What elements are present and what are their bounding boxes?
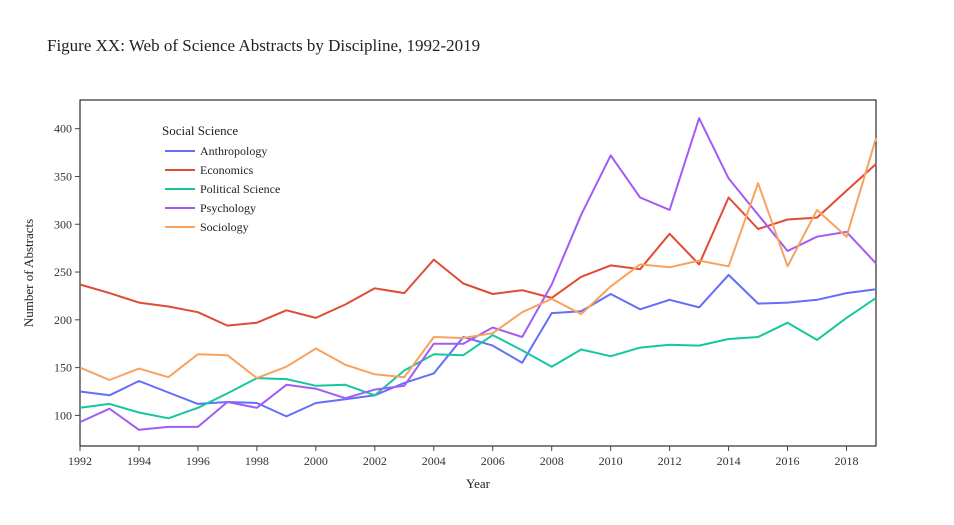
y-tick-label: 300	[54, 217, 72, 231]
y-tick-label: 150	[54, 361, 72, 375]
y-tick-label: 100	[54, 408, 72, 422]
x-tick-label: 2000	[304, 454, 328, 468]
legend-label: Anthropology	[200, 144, 267, 158]
x-tick-label: 2014	[717, 454, 741, 468]
y-axis-title: Number of Abstracts	[21, 219, 36, 327]
series-line-anthropology	[79, 273, 877, 418]
y-axis-ticks: 100 150 200 250 300 350 400	[54, 122, 80, 422]
y-tick-label: 200	[54, 313, 72, 327]
y-tick-label: 400	[54, 122, 72, 136]
legend-label: Economics	[200, 163, 254, 177]
x-tick-label: 2018	[835, 454, 859, 468]
series-line-economics	[79, 163, 877, 327]
x-tick-label: 2010	[599, 454, 623, 468]
y-tick-label: 250	[54, 265, 72, 279]
x-axis-title: Year	[466, 476, 491, 491]
x-tick-label: 1994	[127, 454, 151, 468]
chart-title: Figure XX: Web of Science Abstracts by D…	[47, 36, 480, 55]
legend-item-political-science[interactable]: Political Science	[165, 182, 280, 196]
legend-item-psychology[interactable]: Psychology	[165, 201, 256, 215]
legend-label: Sociology	[200, 220, 249, 234]
plot-area	[79, 99, 877, 447]
legend-item-anthropology[interactable]: Anthropology	[165, 144, 267, 158]
x-tick-label: 2016	[776, 454, 800, 468]
legend-label: Political Science	[200, 182, 280, 196]
x-tick-label: 1996	[186, 454, 210, 468]
series-line-political-science	[79, 297, 877, 420]
x-tick-label: 2002	[363, 454, 387, 468]
x-tick-label: 2004	[422, 454, 446, 468]
legend-label: Psychology	[200, 201, 256, 215]
x-tick-label: 2006	[481, 454, 505, 468]
series-lines	[79, 117, 877, 431]
y-tick-label: 350	[54, 169, 72, 183]
legend-item-economics[interactable]: Economics	[165, 163, 254, 177]
series-line-sociology	[79, 137, 877, 381]
legend[interactable]: Social Science Anthropology Economics Poli…	[162, 123, 280, 234]
x-axis-ticks: 1992 1994 1996 1998 2000 2002 2004 2006 2008 2010…	[68, 446, 859, 468]
x-tick-label: 2008	[540, 454, 564, 468]
x-tick-label: 1992	[68, 454, 92, 468]
legend-item-sociology[interactable]: Sociology	[165, 220, 249, 234]
x-tick-label: 2012	[658, 454, 682, 468]
x-tick-label: 1998	[245, 454, 269, 468]
legend-title: Social Science	[162, 123, 238, 138]
